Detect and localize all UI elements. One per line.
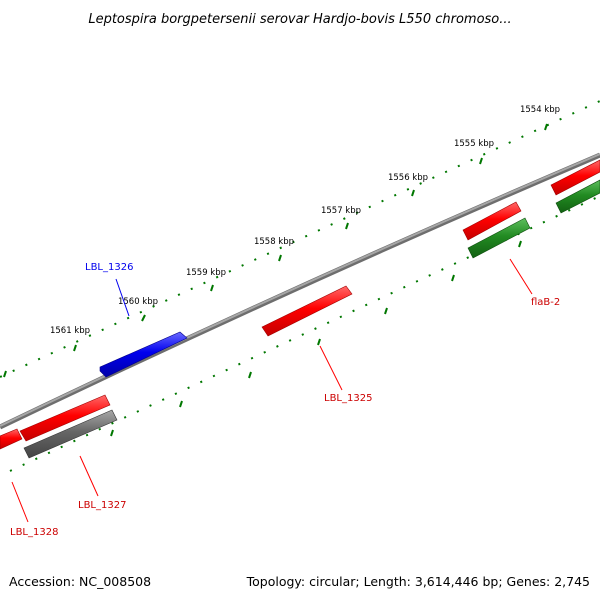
tick-label: 1554 kbp (520, 105, 560, 115)
gene-LBL_1326[interactable] (99, 331, 188, 378)
gene-label: LBL_1327 (78, 500, 126, 511)
tick-label: 1555 kbp (454, 139, 494, 149)
gene-features[interactable] (0, 159, 600, 459)
inner-tick-line (9, 195, 600, 472)
summary-text: Topology: circular; Length: 3,614,446 bp… (246, 574, 590, 589)
gene-flaB-2[interactable] (462, 201, 522, 241)
gene-LBL_1325[interactable] (261, 285, 353, 337)
tick-label: 1559 kbp (186, 268, 226, 278)
gene-label: LBL_1326 (85, 262, 133, 273)
outer-tick-line (0, 100, 600, 378)
gene-label: flaB-2 (531, 297, 560, 308)
tick-label: 1556 kbp (388, 173, 428, 183)
gene-grey[interactable] (23, 409, 118, 459)
gene-right-red[interactable] (550, 159, 600, 196)
gene-label: LBL_1325 (324, 393, 372, 404)
gene-right-green[interactable] (555, 179, 600, 214)
tick-label: 1561 kbp (50, 326, 90, 336)
tick-label: 1560 kbp (118, 297, 158, 307)
accession-text: Accession: NC_008508 (9, 574, 151, 589)
chromosome-backbone (0, 152, 600, 430)
gene-LBL_1327[interactable] (19, 394, 111, 442)
kbp-labels: 1554 kbp 1555 kbp 1556 kbp 1557 kbp 1558… (50, 105, 560, 336)
gene-label: LBL_1328 (10, 527, 58, 538)
leader-lines (11, 258, 533, 523)
gene-labels: LBL_1326 LBL_1325 flaB-2 LBL_1327 LBL_13… (10, 262, 560, 538)
map-title: Leptospira borgpetersenii serovar Hardjo… (88, 12, 511, 27)
gene-LBL_1328[interactable] (0, 428, 23, 450)
gene-green-1[interactable] (467, 217, 531, 259)
tick-label: 1558 kbp (254, 237, 294, 247)
tick-label: 1557 kbp (321, 206, 361, 216)
